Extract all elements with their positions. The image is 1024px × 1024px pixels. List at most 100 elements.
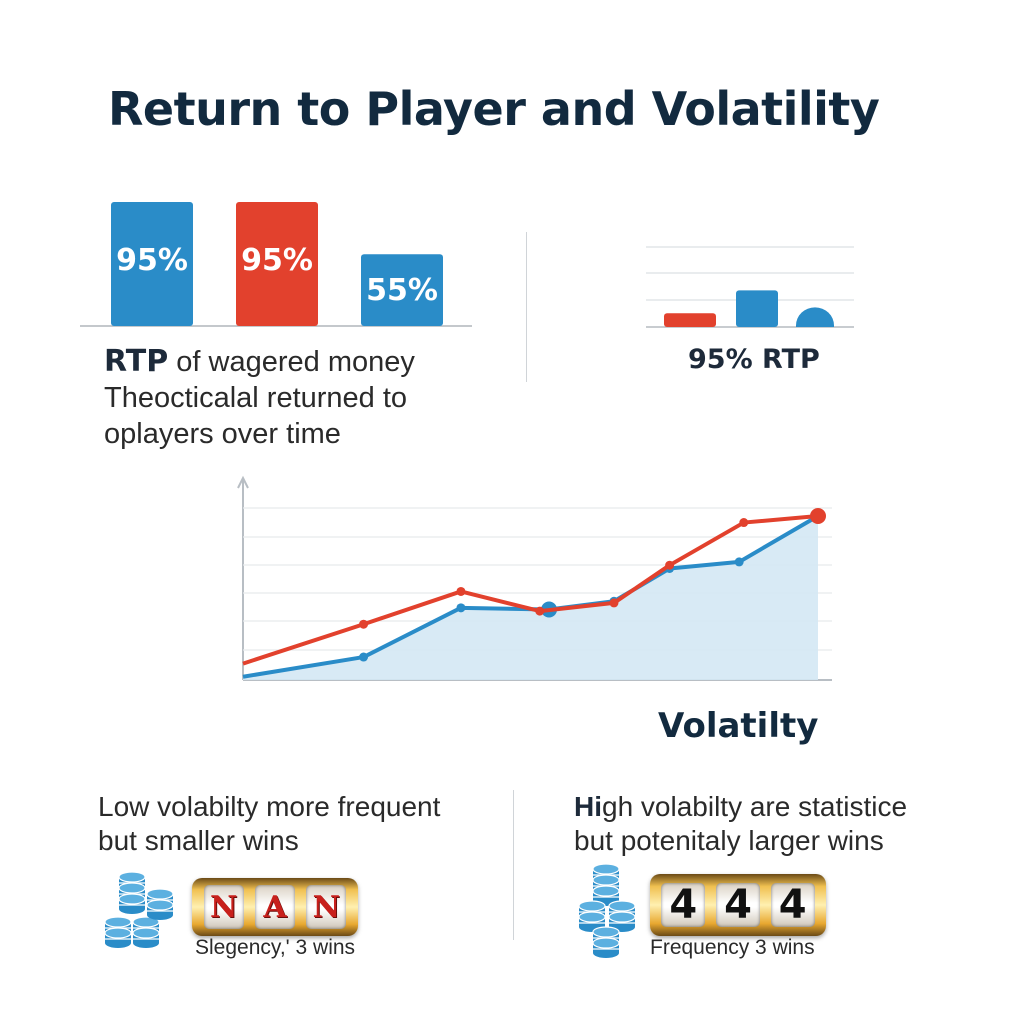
- rtp-bar-label: 95%: [241, 243, 313, 278]
- coin-side: [609, 906, 635, 916]
- reel-symbol: N: [203, 885, 244, 929]
- red-series-point: [810, 508, 826, 524]
- coin-top: [592, 874, 620, 886]
- coin-top: [578, 900, 606, 912]
- coin-top: [132, 927, 160, 939]
- coin-top: [592, 926, 620, 938]
- coin-bottom: [105, 938, 131, 948]
- coin-bottom: [133, 927, 159, 937]
- coin-side: [593, 869, 619, 879]
- blue-series-point: [609, 596, 619, 606]
- rtp-keyword: RTP: [104, 344, 169, 379]
- coin-stack-icon: [132, 916, 160, 937]
- coin-top: [118, 871, 146, 883]
- coin-stack-icon: [592, 937, 620, 958]
- coin-top: [592, 863, 620, 875]
- coin-stack-icon: [146, 899, 174, 920]
- coin-top: [118, 893, 146, 905]
- coin-bottom: [133, 938, 159, 948]
- coin-top: [118, 882, 146, 894]
- reel-symbol: 4: [715, 882, 760, 928]
- rtp-description-line1: of wagered money: [168, 346, 415, 378]
- coin-side: [593, 943, 619, 953]
- rtp-description-line3: oplayers over time: [104, 418, 341, 450]
- coin-bottom: [593, 937, 619, 947]
- coin-side: [119, 899, 145, 909]
- coin-bottom: [147, 910, 173, 920]
- low-volatility-reel: N A N: [192, 878, 358, 936]
- rtp-bar-label: 95%: [116, 243, 188, 278]
- coin-side: [119, 888, 145, 898]
- red-series-point: [359, 619, 369, 629]
- coin-side: [579, 906, 605, 916]
- coin-top: [104, 916, 132, 928]
- coin-side: [133, 922, 159, 932]
- coin-stack-icon: [608, 900, 636, 921]
- coin-side: [119, 877, 145, 887]
- coin-stack-icon: [578, 900, 606, 921]
- coin-top: [608, 911, 636, 923]
- coin-bottom: [147, 899, 173, 909]
- coin-side: [105, 922, 131, 932]
- coin-side: [593, 891, 619, 901]
- rtp-description: RTP of wagered money Theocticalal return…: [104, 344, 415, 452]
- rtp-bar: [111, 202, 193, 326]
- coin-bottom: [609, 911, 635, 921]
- red-series-point: [535, 606, 545, 616]
- coin-side: [147, 905, 173, 915]
- rtp-bar: [361, 254, 443, 326]
- top-divider: [526, 232, 527, 382]
- low-volatility-caption: Slegency,' 3 wins: [195, 936, 356, 959]
- coin-bottom: [593, 896, 619, 906]
- coin-side: [133, 933, 159, 943]
- coin-stack-icon: [132, 927, 160, 948]
- coin-stack-icon: [146, 888, 174, 909]
- mini-bar: [796, 307, 834, 327]
- blue-series-point: [813, 511, 823, 521]
- coin-bottom: [119, 904, 145, 914]
- coin-stack-icon: [104, 927, 132, 948]
- coin-top: [132, 916, 160, 928]
- high-volatility-keyword: Hi: [574, 791, 602, 822]
- rtp-caption: 95% RTP: [688, 344, 820, 375]
- mini-bar: [736, 290, 778, 327]
- blue-series-point: [665, 563, 675, 573]
- coin-top: [146, 888, 174, 900]
- blue-series-point: [541, 601, 558, 618]
- low-volatility-line2: but smaller wins: [98, 825, 299, 856]
- coin-side: [593, 932, 619, 942]
- volatility-title: Volatilty: [658, 706, 819, 746]
- bottom-divider: [513, 790, 514, 940]
- coin-side: [579, 917, 605, 927]
- coin-bottom: [579, 922, 605, 932]
- coin-stack-icon: [592, 874, 620, 895]
- coin-side: [105, 933, 131, 943]
- coin-bottom: [609, 922, 635, 932]
- reel-symbol: 4: [770, 882, 815, 928]
- blue-series-point: [456, 603, 466, 613]
- coin-top: [104, 927, 132, 939]
- blue-series-point: [734, 557, 744, 567]
- red-series-point: [456, 586, 466, 596]
- coin-bottom: [119, 882, 145, 892]
- mini-bar: [664, 313, 716, 327]
- coin-stack-icon: [104, 916, 132, 937]
- high-volatility-caption: Frequency 3 wins: [650, 936, 815, 959]
- coin-top: [146, 899, 174, 911]
- red-series-line: [242, 514, 819, 666]
- coin-top: [608, 900, 636, 912]
- coin-side: [609, 917, 635, 927]
- coin-bottom: [593, 885, 619, 895]
- coin-bottom: [579, 911, 605, 921]
- page-title: Return to Player and Volatility: [108, 82, 880, 136]
- blue-series-line: [242, 514, 820, 679]
- coin-stack-icon: [592, 926, 620, 947]
- coin-bottom: [119, 893, 145, 903]
- rtp-description-line2: Theocticalal returned to: [104, 382, 408, 414]
- reel-symbol: 4: [661, 882, 706, 928]
- rtp-bar: [236, 202, 318, 326]
- low-volatility-line1: Low volabilty more frequent: [98, 791, 441, 822]
- red-series-point: [665, 560, 675, 570]
